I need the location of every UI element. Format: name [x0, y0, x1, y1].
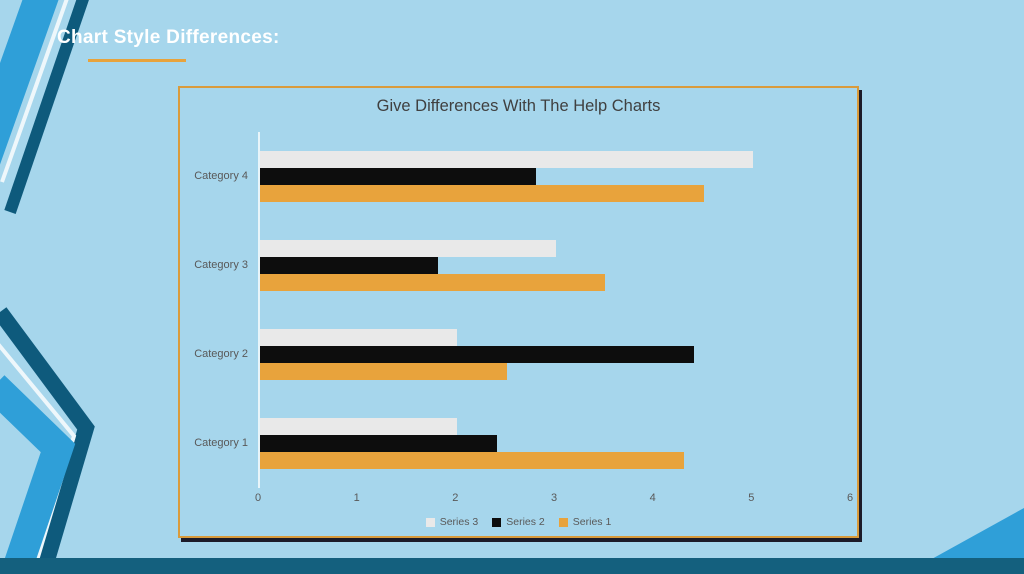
bar-series3-category-4 — [260, 151, 754, 168]
x-axis-ticks: 0 1 2 3 4 5 6 — [254, 492, 854, 508]
bar-series3-category-1 — [260, 418, 458, 435]
x-tick-label: 1 — [353, 492, 360, 504]
category-label: Category 3 — [194, 258, 248, 271]
chevron-white — [0, 343, 77, 574]
title-underline — [88, 59, 186, 62]
bottom-bar — [0, 558, 1024, 574]
category-label: Category 1 — [194, 436, 248, 449]
y-axis-line — [258, 132, 260, 488]
legend-swatch — [558, 517, 568, 527]
chevron-dark — [0, 307, 95, 574]
bar-series3-category-3 — [260, 240, 556, 257]
legend-item-series-3: Series 3 — [425, 516, 479, 528]
category-label: Category 4 — [194, 169, 248, 182]
x-tick-label: 3 — [550, 492, 558, 504]
legend-swatch — [425, 517, 435, 527]
plot-area — [258, 132, 850, 488]
bar-series1-category-3 — [260, 274, 606, 291]
legend-item-series-2: Series 2 — [492, 516, 545, 528]
legend-label: Series 1 — [572, 516, 612, 528]
x-tick-label: 6 — [846, 492, 854, 504]
chart-frame: Give Differences With The Help Charts Ca… — [178, 86, 859, 538]
slide-title: Chart Style Differences: — [57, 27, 280, 48]
x-tick-label: 2 — [452, 492, 459, 504]
legend-label: Series 2 — [506, 516, 545, 528]
chart-title: Give Differences With The Help Charts — [376, 97, 661, 115]
bar-series1-category-2 — [260, 363, 507, 380]
bar-series2-category-3 — [260, 257, 438, 274]
stripe-topleft-bright — [0, 0, 59, 165]
bar-series3-category-2 — [260, 329, 458, 346]
legend-label: Series 3 — [439, 516, 479, 528]
bar-series2-category-1 — [260, 435, 497, 452]
legend-swatch — [492, 517, 502, 527]
bar-series1-category-1 — [260, 452, 685, 469]
x-tick-label: 5 — [748, 492, 755, 504]
bar-series2-category-4 — [260, 168, 537, 185]
x-tick-label: 4 — [649, 492, 656, 504]
bar-series2-category-2 — [260, 346, 695, 363]
legend-item-series-1: Series 1 — [558, 516, 612, 528]
x-tick-label: 0 — [254, 492, 262, 504]
bar-series1-category-4 — [260, 185, 704, 202]
category-labels: Category 4 Category 3 Category 2 Category 1 — [180, 132, 252, 488]
chevron-bright — [0, 375, 76, 574]
category-label: Category 2 — [194, 347, 248, 360]
bottom-right-triangle — [930, 508, 1024, 560]
chart-legend: Series 3 Series 2 Series 1 — [180, 516, 857, 528]
